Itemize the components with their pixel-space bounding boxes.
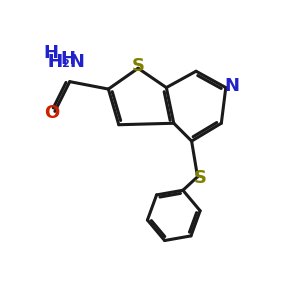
Text: N: N <box>225 77 240 95</box>
Text: H: H <box>61 50 76 68</box>
Text: H₂N: H₂N <box>47 53 85 71</box>
Text: O: O <box>44 104 59 122</box>
Text: H: H <box>47 53 62 71</box>
Text: S: S <box>194 169 207 187</box>
Text: H: H <box>43 44 58 62</box>
Text: S: S <box>132 57 145 75</box>
